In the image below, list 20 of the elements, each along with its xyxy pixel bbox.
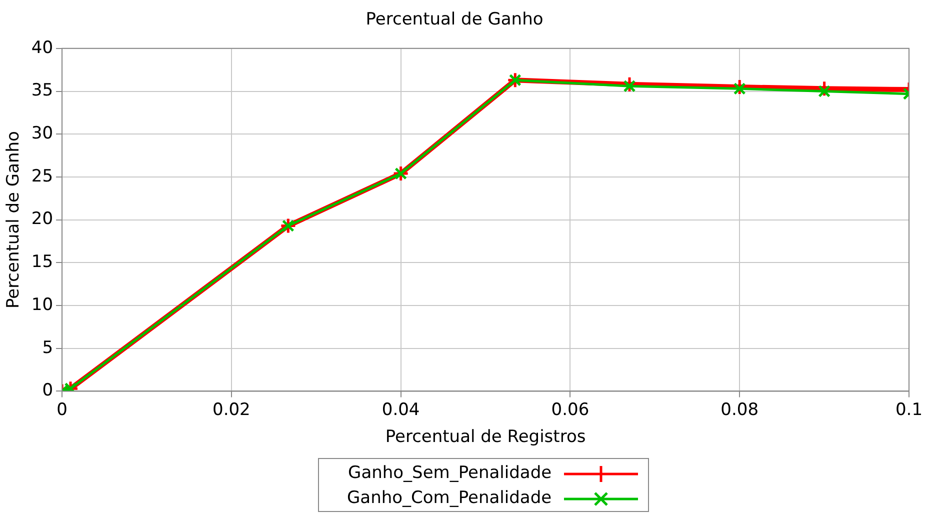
x-tick-label: 0.08 bbox=[720, 400, 759, 420]
x-tick-label: 0.04 bbox=[382, 400, 420, 420]
y-tick-label: 20 bbox=[31, 209, 54, 230]
y-tick-label: 5 bbox=[42, 338, 54, 358]
y-tick-label: 15 bbox=[31, 252, 54, 272]
x-tick-label: 0.02 bbox=[212, 400, 250, 420]
x-tick-label: 0.06 bbox=[551, 400, 590, 420]
y-tick-label: 25 bbox=[31, 166, 54, 186]
chart-title: Percentual de Ganho bbox=[366, 10, 544, 30]
x-tick-label: 0 bbox=[56, 400, 68, 420]
x-tick-label: 0.1 bbox=[895, 400, 923, 420]
y-tick-label: 35 bbox=[31, 80, 54, 101]
y-tick-label: 10 bbox=[31, 294, 54, 315]
legend-label: Ganho_Com_Penalidade bbox=[347, 487, 552, 510]
y-axis-title: Percentual de Ganho bbox=[4, 131, 24, 309]
x-axis-title: Percentual de Registros bbox=[385, 427, 586, 448]
y-tick-label: 30 bbox=[31, 124, 54, 144]
y-tick-label: 0 bbox=[42, 380, 54, 401]
legend-label: Ganho_Sem_Penalidade bbox=[348, 462, 552, 485]
y-tick-label: 40 bbox=[31, 38, 54, 58]
